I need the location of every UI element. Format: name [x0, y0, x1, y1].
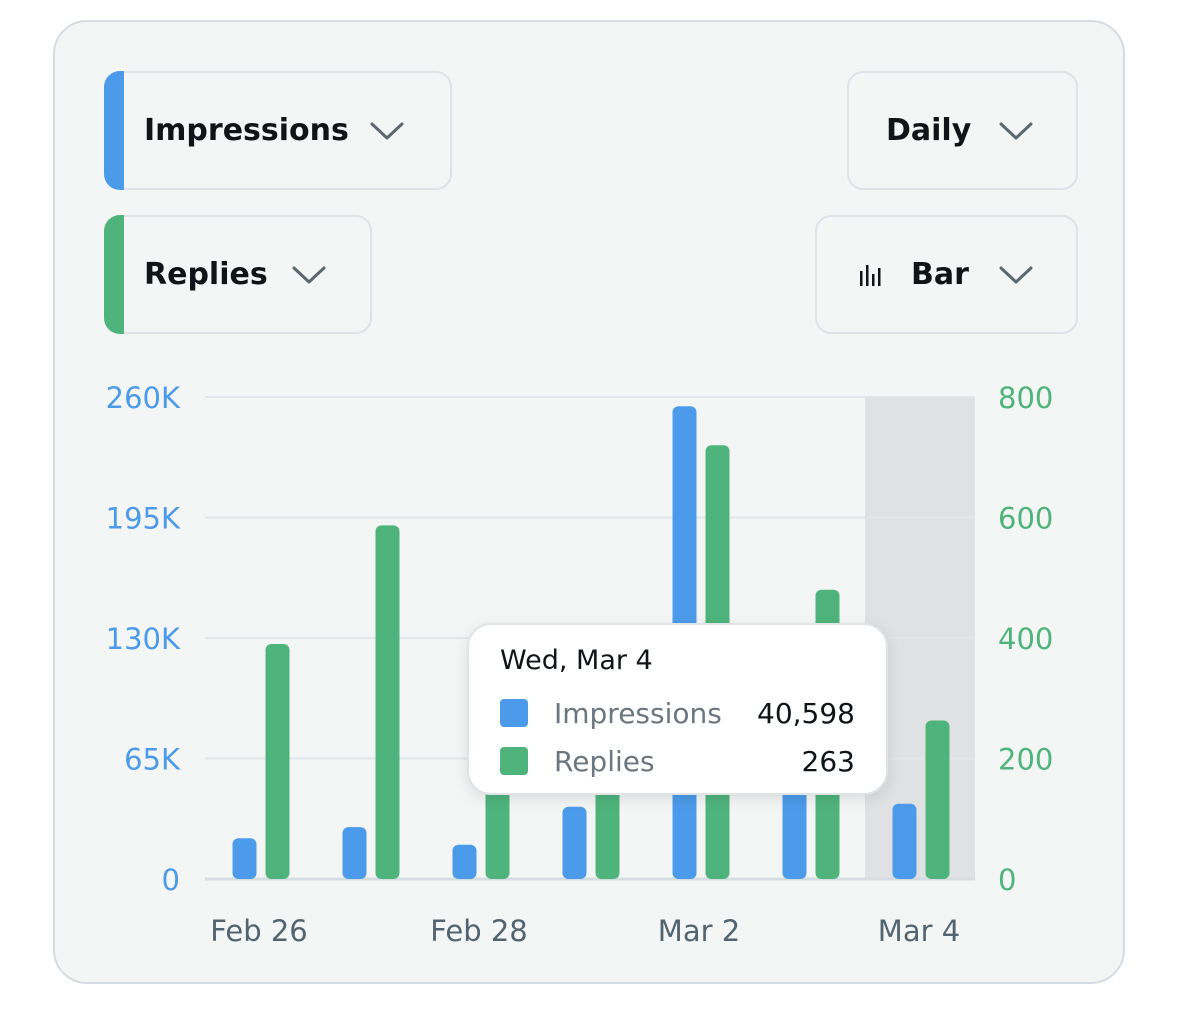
tooltip-row-replies: Replies 263 — [500, 741, 855, 781]
y-right-tick-label: 400 — [998, 622, 1053, 656]
y-right-tick-label: 0 — [998, 863, 1016, 897]
y-left-tick-label: 195K — [106, 502, 181, 536]
bar-impressions — [342, 827, 367, 879]
metric-dropdown-impressions[interactable]: Impressions — [104, 71, 452, 190]
bar-impressions — [562, 806, 587, 879]
chart-tooltip: Wed, Mar 4 Impressions 40,598 Replies 26… — [467, 623, 888, 795]
metric-dropdown-replies[interactable]: Replies — [104, 215, 372, 334]
y-left-tick-label: 260K — [106, 381, 181, 415]
chevron-down-icon — [999, 266, 1033, 283]
period-dropdown[interactable]: Daily — [847, 71, 1078, 190]
tooltip-series-name: Replies — [554, 744, 655, 778]
tooltip-date: Wed, Mar 4 — [500, 645, 653, 676]
chevron-down-icon — [292, 266, 326, 283]
bar-replies — [265, 644, 290, 879]
x-tick-label: Feb 28 — [430, 914, 527, 948]
bar-replies — [925, 720, 950, 879]
x-tick-label: Mar 4 — [878, 914, 960, 948]
tooltip-series-value: 263 — [801, 744, 855, 778]
tooltip-series-value: 40,598 — [757, 696, 855, 730]
y-right-tick-label: 800 — [998, 381, 1053, 415]
bar-replies — [375, 525, 400, 879]
y-right-tick-label: 600 — [998, 502, 1053, 536]
bar-impressions — [232, 838, 257, 879]
bar-chart-icon — [860, 265, 881, 286]
tooltip-row-impressions: Impressions 40,598 — [500, 693, 855, 733]
chart-type-dropdown[interactable]: Bar — [815, 215, 1078, 334]
chevron-down-icon — [370, 122, 404, 139]
chevron-down-icon — [999, 122, 1033, 139]
y-left-tick-label: 130K — [106, 622, 181, 656]
metric-dropdown-label: Replies — [144, 257, 268, 292]
y-left-tick-label: 65K — [124, 743, 181, 777]
bar-impressions — [452, 844, 477, 879]
bar-impressions — [892, 803, 917, 879]
tooltip-series-name: Impressions — [554, 696, 722, 730]
tooltip-swatch — [500, 699, 528, 727]
metric-color-accent — [104, 71, 124, 190]
chart-type-dropdown-label: Bar — [911, 257, 969, 292]
period-dropdown-label: Daily — [886, 113, 972, 148]
x-tick-label: Mar 2 — [658, 914, 740, 948]
metric-dropdown-label: Impressions — [144, 113, 349, 148]
x-tick-label: Feb 26 — [210, 914, 307, 948]
tooltip-swatch — [500, 747, 528, 775]
y-right-tick-label: 200 — [998, 743, 1053, 777]
metric-color-accent — [104, 215, 124, 334]
y-left-tick-label: 0 — [162, 863, 180, 897]
